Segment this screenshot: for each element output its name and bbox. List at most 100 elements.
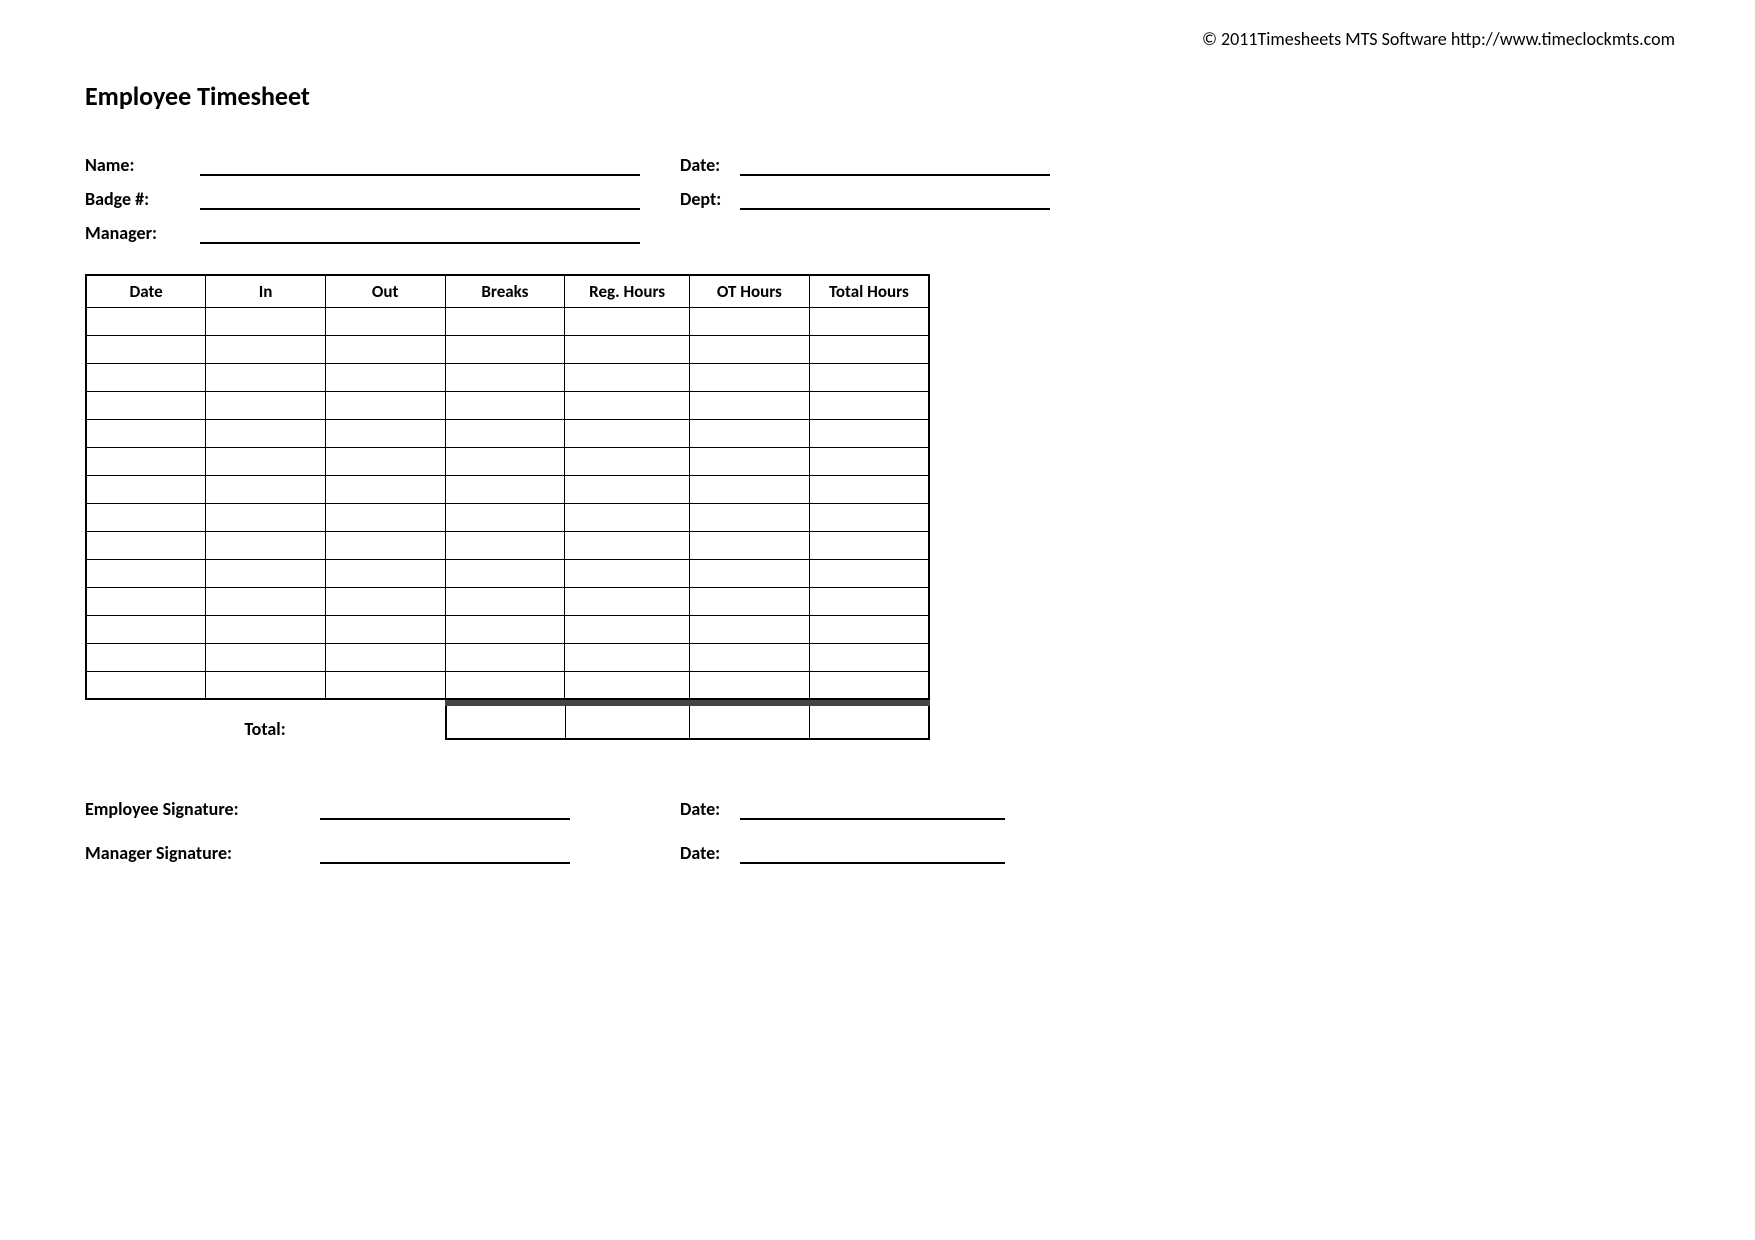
table-cell[interactable] xyxy=(86,531,206,559)
table-cell[interactable] xyxy=(565,643,690,671)
table-cell[interactable] xyxy=(445,615,565,643)
total-hours-cell[interactable] xyxy=(809,703,929,739)
table-cell[interactable] xyxy=(445,587,565,615)
table-cell[interactable] xyxy=(809,419,929,447)
dept-field[interactable] xyxy=(740,188,1050,210)
table-cell[interactable] xyxy=(86,447,206,475)
table-cell[interactable] xyxy=(565,587,690,615)
table-cell[interactable] xyxy=(445,531,565,559)
table-cell[interactable] xyxy=(325,419,445,447)
table-cell[interactable] xyxy=(206,559,326,587)
name-field[interactable] xyxy=(200,154,640,176)
table-cell[interactable] xyxy=(689,615,809,643)
table-cell[interactable] xyxy=(565,391,690,419)
table-cell[interactable] xyxy=(809,475,929,503)
table-cell[interactable] xyxy=(689,391,809,419)
table-cell[interactable] xyxy=(809,615,929,643)
table-cell[interactable] xyxy=(325,391,445,419)
table-cell[interactable] xyxy=(86,643,206,671)
manager-signature-field[interactable] xyxy=(320,842,570,864)
table-cell[interactable] xyxy=(206,363,326,391)
table-cell[interactable] xyxy=(206,335,326,363)
table-cell[interactable] xyxy=(325,475,445,503)
table-cell[interactable] xyxy=(689,643,809,671)
table-cell[interactable] xyxy=(325,503,445,531)
table-cell[interactable] xyxy=(565,503,690,531)
table-cell[interactable] xyxy=(86,587,206,615)
table-cell[interactable] xyxy=(565,307,690,335)
table-cell[interactable] xyxy=(809,307,929,335)
table-cell[interactable] xyxy=(689,307,809,335)
table-cell[interactable] xyxy=(206,671,326,699)
table-cell[interactable] xyxy=(325,643,445,671)
table-cell[interactable] xyxy=(565,363,690,391)
table-cell[interactable] xyxy=(809,503,929,531)
table-cell[interactable] xyxy=(565,671,690,699)
table-cell[interactable] xyxy=(565,335,690,363)
table-cell[interactable] xyxy=(206,643,326,671)
table-cell[interactable] xyxy=(689,503,809,531)
table-cell[interactable] xyxy=(206,503,326,531)
table-cell[interactable] xyxy=(445,643,565,671)
table-cell[interactable] xyxy=(325,335,445,363)
table-cell[interactable] xyxy=(86,559,206,587)
employee-sig-date-field[interactable] xyxy=(740,798,1005,820)
table-cell[interactable] xyxy=(809,335,929,363)
table-cell[interactable] xyxy=(445,307,565,335)
table-cell[interactable] xyxy=(689,559,809,587)
table-cell[interactable] xyxy=(206,419,326,447)
table-cell[interactable] xyxy=(206,615,326,643)
table-cell[interactable] xyxy=(325,307,445,335)
table-cell[interactable] xyxy=(445,447,565,475)
table-cell[interactable] xyxy=(565,419,690,447)
table-cell[interactable] xyxy=(325,531,445,559)
table-cell[interactable] xyxy=(809,559,929,587)
table-cell[interactable] xyxy=(809,391,929,419)
table-cell[interactable] xyxy=(86,419,206,447)
table-cell[interactable] xyxy=(206,587,326,615)
table-cell[interactable] xyxy=(206,391,326,419)
total-ot-cell[interactable] xyxy=(690,703,810,739)
table-cell[interactable] xyxy=(325,587,445,615)
table-cell[interactable] xyxy=(325,447,445,475)
table-cell[interactable] xyxy=(445,335,565,363)
table-cell[interactable] xyxy=(445,503,565,531)
table-cell[interactable] xyxy=(689,475,809,503)
total-breaks-cell[interactable] xyxy=(446,703,566,739)
table-cell[interactable] xyxy=(206,531,326,559)
table-cell[interactable] xyxy=(689,363,809,391)
table-cell[interactable] xyxy=(445,419,565,447)
table-cell[interactable] xyxy=(86,363,206,391)
table-cell[interactable] xyxy=(565,559,690,587)
table-cell[interactable] xyxy=(206,475,326,503)
employee-signature-field[interactable] xyxy=(320,798,570,820)
table-cell[interactable] xyxy=(206,447,326,475)
table-cell[interactable] xyxy=(86,615,206,643)
badge-field[interactable] xyxy=(200,188,640,210)
table-cell[interactable] xyxy=(565,447,690,475)
table-cell[interactable] xyxy=(689,335,809,363)
table-cell[interactable] xyxy=(325,559,445,587)
table-cell[interactable] xyxy=(86,475,206,503)
table-cell[interactable] xyxy=(689,587,809,615)
table-cell[interactable] xyxy=(689,671,809,699)
table-cell[interactable] xyxy=(689,447,809,475)
total-reg-cell[interactable] xyxy=(566,703,690,739)
table-cell[interactable] xyxy=(445,391,565,419)
table-cell[interactable] xyxy=(445,363,565,391)
table-cell[interactable] xyxy=(86,671,206,699)
table-cell[interactable] xyxy=(86,335,206,363)
table-cell[interactable] xyxy=(809,363,929,391)
manager-field[interactable] xyxy=(200,222,640,244)
table-cell[interactable] xyxy=(86,391,206,419)
table-cell[interactable] xyxy=(325,615,445,643)
table-cell[interactable] xyxy=(809,447,929,475)
table-cell[interactable] xyxy=(689,531,809,559)
table-cell[interactable] xyxy=(86,307,206,335)
table-cell[interactable] xyxy=(445,475,565,503)
table-cell[interactable] xyxy=(445,671,565,699)
table-cell[interactable] xyxy=(809,671,929,699)
table-cell[interactable] xyxy=(689,419,809,447)
date-field[interactable] xyxy=(740,154,1050,176)
table-cell[interactable] xyxy=(809,531,929,559)
